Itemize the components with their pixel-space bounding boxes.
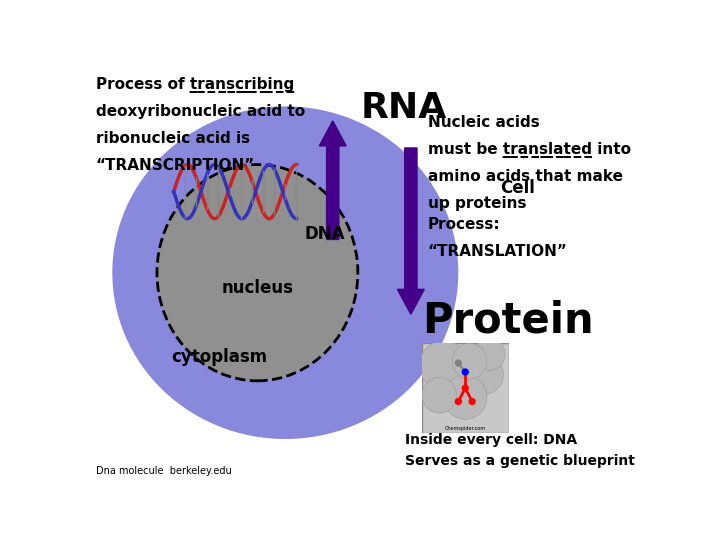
- Text: “TRANSCRIPTION”: “TRANSCRIPTION”: [96, 158, 255, 173]
- FancyArrow shape: [397, 148, 424, 314]
- Text: cytoplasm: cytoplasm: [171, 348, 267, 366]
- Text: Protein: Protein: [422, 300, 593, 342]
- Text: up proteins: up proteins: [428, 196, 526, 211]
- FancyArrow shape: [320, 121, 346, 239]
- Text: Serves as a genetic blueprint: Serves as a genetic blueprint: [405, 454, 635, 468]
- Text: deoxyribonucleic acid to: deoxyribonucleic acid to: [96, 104, 305, 119]
- Text: “TRANSLATION”: “TRANSLATION”: [428, 244, 567, 259]
- Text: ribonucleic acid is: ribonucleic acid is: [96, 131, 250, 146]
- Text: Inside every cell: DNA: Inside every cell: DNA: [405, 433, 577, 447]
- Text: Nucleic acids: Nucleic acids: [428, 114, 539, 130]
- Text: DNA: DNA: [305, 225, 346, 243]
- Text: nucleus: nucleus: [221, 279, 293, 297]
- Text: must be t̲r̲a̲n̲s̲l̲a̲t̲e̲d̲ into: must be t̲r̲a̲n̲s̲l̲a̲t̲e̲d̲ into: [428, 141, 631, 158]
- Text: Cell: Cell: [500, 179, 535, 197]
- Text: Process:: Process:: [428, 217, 500, 232]
- Ellipse shape: [157, 165, 358, 381]
- Ellipse shape: [112, 106, 458, 439]
- Text: Dna molecule  berkeley.edu: Dna molecule berkeley.edu: [96, 467, 231, 476]
- Text: Process of t̲r̲a̲n̲s̲c̲r̲i̲b̲i̲n̲g̲: Process of t̲r̲a̲n̲s̲c̲r̲i̲b̲i̲n̲g̲: [96, 77, 294, 93]
- Text: amino acids that make: amino acids that make: [428, 168, 623, 184]
- Text: RNA: RNA: [361, 91, 447, 125]
